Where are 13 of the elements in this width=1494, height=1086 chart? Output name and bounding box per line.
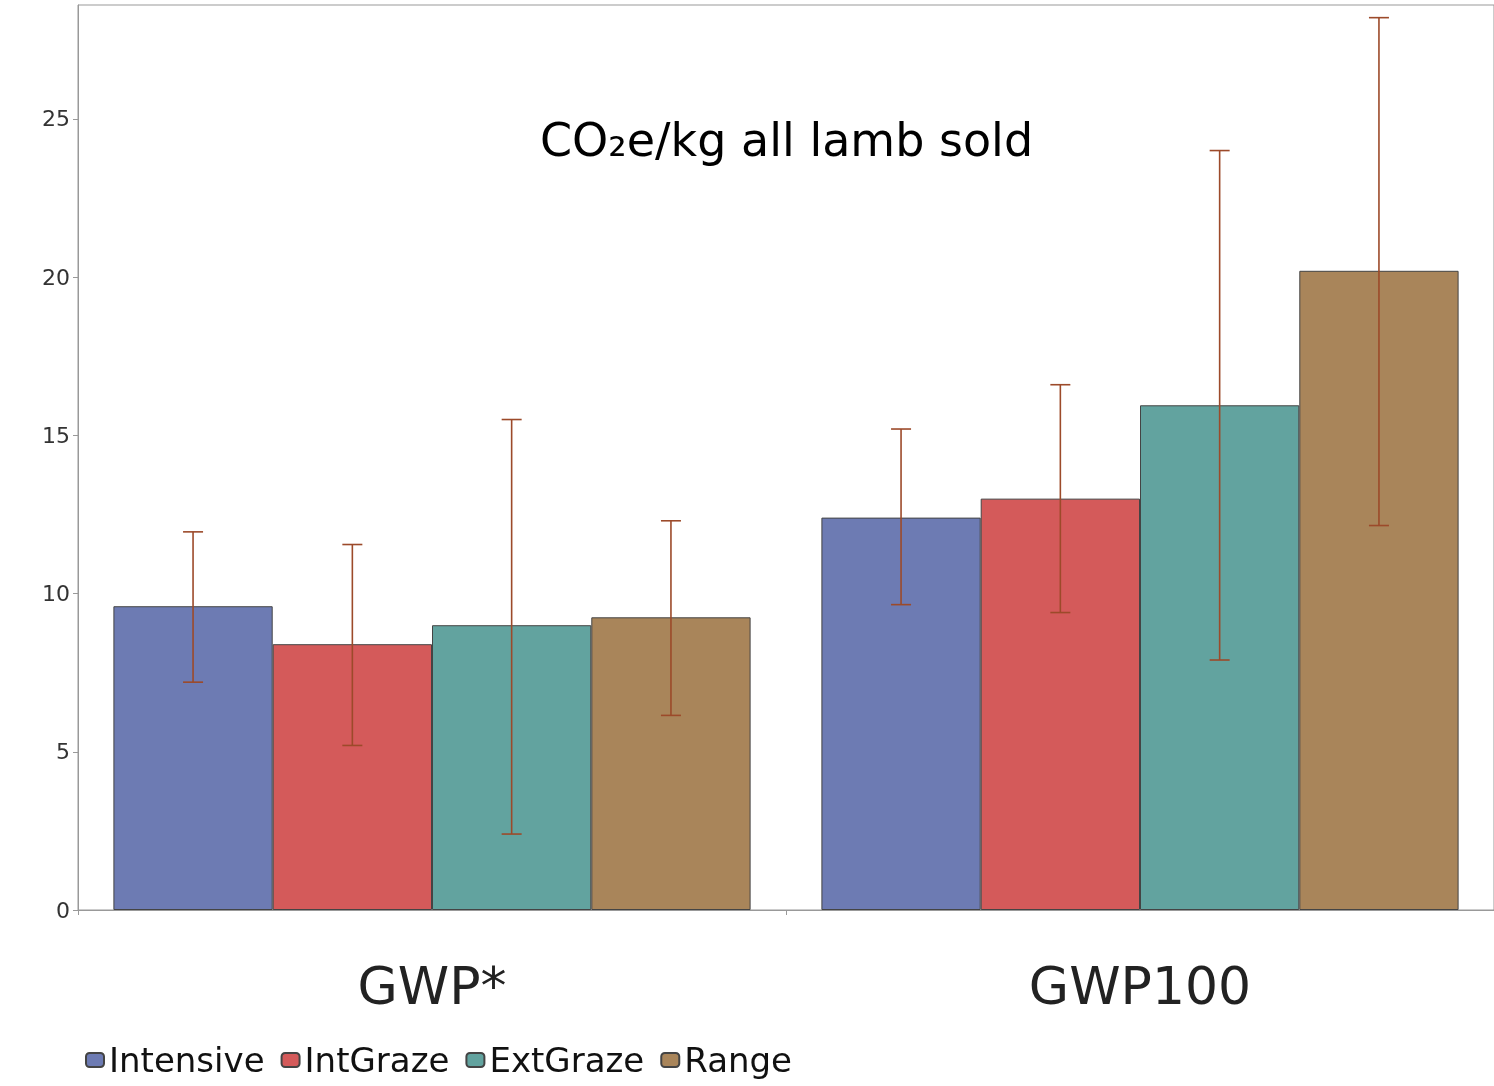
text: CO₂e/kg all lamb sold [540,113,1034,167]
y-tick-label: 15 [42,422,70,448]
legend-label: Range [684,1040,793,1080]
y-tick-label: 20 [42,264,70,290]
legend-label: Intensive [109,1040,265,1080]
x-tick-label: GWP100 [1028,956,1252,1016]
y-tick-label: 10 [42,581,70,607]
y-tick-label: 5 [56,739,70,765]
y-tick-label: 0 [56,897,70,923]
legend-label: ExtGraze [489,1040,645,1080]
x-tick-label: GWP* [357,956,507,1016]
legend-label: IntGraze [304,1040,450,1080]
y-tick-label: 25 [42,106,70,132]
